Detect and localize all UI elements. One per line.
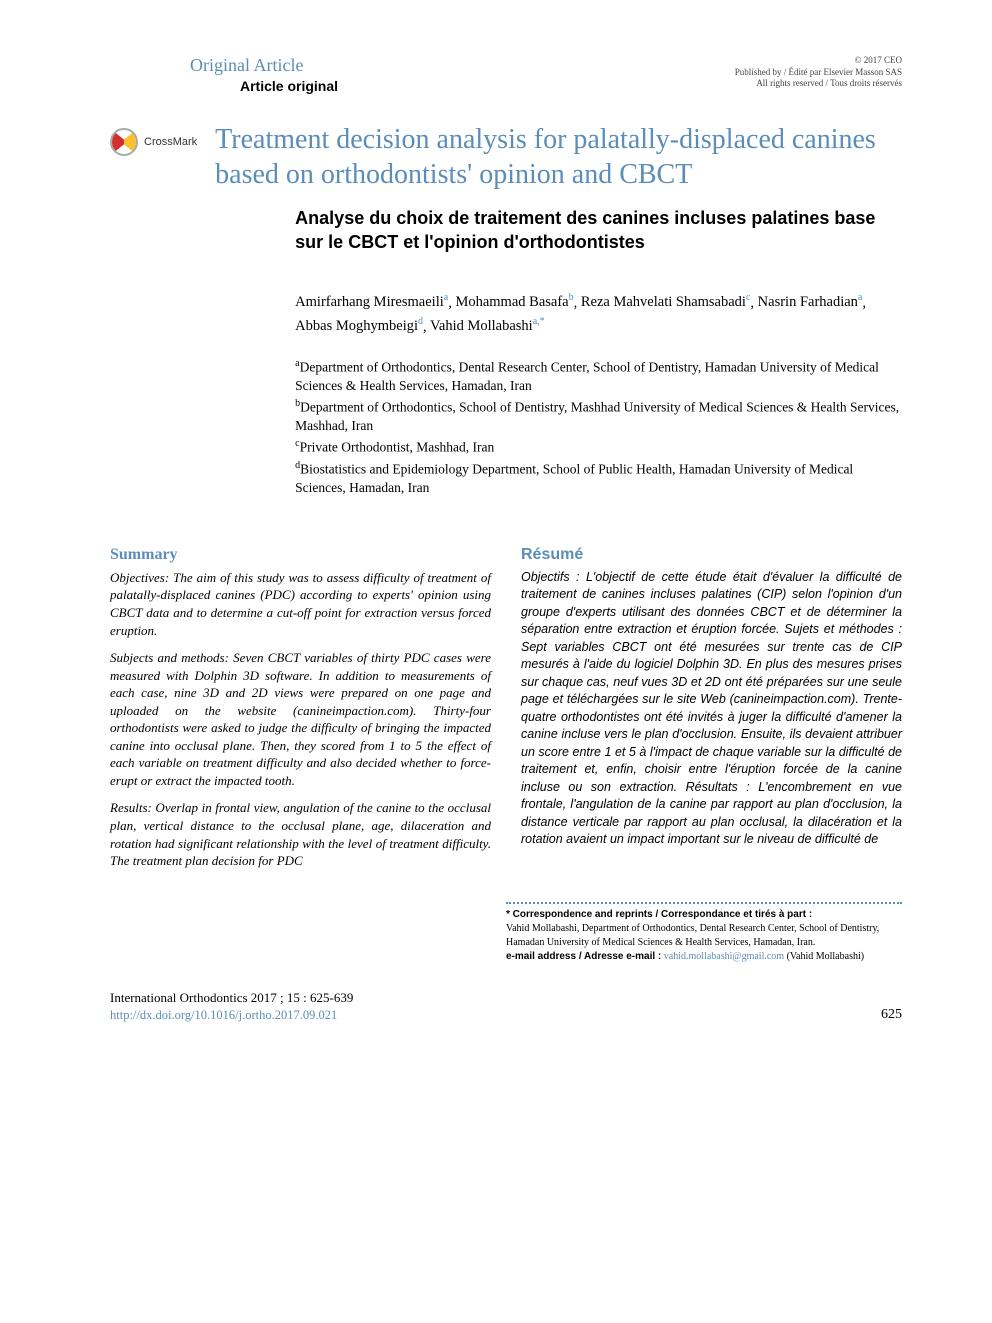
correspondence-text: Vahid Mollabashi, Department of Orthodon… [506, 922, 902, 950]
copyright-block: © 2017 CEO Published by / Édité par Else… [735, 55, 902, 90]
correspondence-divider [506, 902, 902, 904]
author: Mohammad Basafab [455, 294, 573, 310]
abstract-en-col: Summary Objectives: The aim of this stud… [110, 546, 491, 880]
correspondence-title: * Correspondence and reprints / Correspo… [506, 908, 902, 922]
article-type-fr: Article original [240, 78, 338, 94]
resume-methods: Sujets et méthodes : Sept variables CBCT… [521, 622, 902, 794]
abstract-fr-col: Résumé Objectifs : L'objectif de cette é… [521, 546, 902, 880]
affiliations-block: aDepartment of Orthodontics, Dental Rese… [295, 357, 902, 498]
email-name: (Vahid Mollabashi) [787, 951, 865, 962]
author: Reza Mahvelati Shamsabadic [581, 294, 751, 310]
authors-block: Amirfarhang Miresmaeilia, Mohammad Basaf… [295, 291, 902, 339]
correspondence-block: * Correspondence and reprints / Correspo… [506, 908, 902, 964]
correspondence-email-row: e-mail address / Adresse e-mail : vahid.… [506, 950, 902, 964]
summary-label: Summary [110, 546, 491, 564]
journal-citation: International Orthodontics 2017 ; 15 : 6… [110, 990, 353, 1007]
article-type-block: Original Article Article original [190, 55, 338, 94]
article-title-fr: Analyse du choix de traitement des canin… [295, 206, 902, 255]
summary-methods: Subjects and methods: Seven CBCT variabl… [110, 649, 491, 789]
journal-reference: International Orthodontics 2017 ; 15 : 6… [110, 990, 353, 1024]
doi-link[interactable]: http://dx.doi.org/10.1016/j.ortho.2017.0… [110, 1008, 337, 1022]
crossmark-label: CrossMark [144, 136, 197, 148]
footer-row: International Orthodontics 2017 ; 15 : 6… [110, 990, 902, 1024]
crossmark-badge[interactable]: CrossMark [110, 128, 197, 156]
title-container: Treatment decision analysis for palatall… [215, 122, 902, 546]
author: Abbas Moghymbeigid [295, 318, 423, 334]
article-type-en: Original Article [190, 55, 338, 76]
author: Nasrin Farhadiana [758, 294, 863, 310]
affiliation: bDepartment of Orthodontics, School of D… [295, 397, 902, 436]
affiliation: aDepartment of Orthodontics, Dental Rese… [295, 357, 902, 396]
summary-results: Results: Overlap in frontal view, angula… [110, 799, 491, 869]
email-link[interactable]: vahid.mollabashi@gmail.com [664, 951, 784, 962]
resume-text: Objectifs : L'objectif de cette étude ét… [521, 569, 902, 849]
page-number: 625 [881, 1007, 902, 1023]
crossmark-icon [110, 128, 138, 156]
author: Vahid Mollabashia,* [430, 318, 545, 334]
resume-label: Résumé [521, 546, 902, 564]
title-row: CrossMark Treatment decision analysis fo… [110, 122, 902, 546]
email-label: e-mail address / Adresse e-mail : [506, 951, 661, 962]
abstracts-row: Summary Objectives: The aim of this stud… [110, 546, 902, 880]
copyright-line: Published by / Édité par Elsevier Masson… [735, 67, 902, 79]
summary-objectives: Objectives: The aim of this study was to… [110, 569, 491, 639]
author: Amirfarhang Miresmaeilia [295, 294, 448, 310]
affiliation: cPrivate Orthodontist, Mashhad, Iran [295, 437, 902, 457]
article-title-en: Treatment decision analysis for palatall… [215, 122, 902, 192]
header-row: Original Article Article original © 2017… [110, 55, 902, 94]
summary-text: Objectives: The aim of this study was to… [110, 569, 491, 870]
affiliation: dBiostatistics and Epidemiology Departme… [295, 459, 902, 498]
copyright-line: All rights reserved / Tous droits réserv… [735, 78, 902, 90]
copyright-line: © 2017 CEO [735, 55, 902, 67]
